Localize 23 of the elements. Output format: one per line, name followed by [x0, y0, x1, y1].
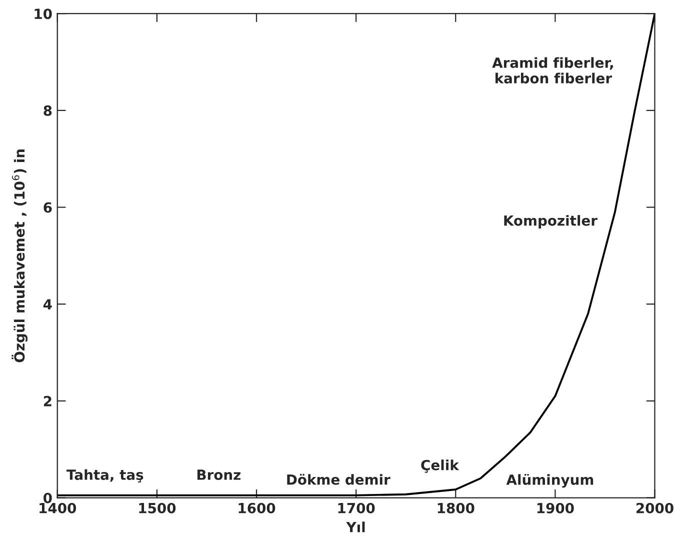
y-tick-label: 4 — [43, 299, 52, 310]
x-axis-title: Yıl — [346, 522, 365, 532]
annotation: Aramid fiberler, karbon fiberler — [492, 57, 613, 84]
y-tick-label: 0 — [44, 492, 52, 504]
annotation: Dökme demir — [287, 474, 390, 485]
x-tick-label: 1700 — [338, 502, 375, 514]
y-tick-label: 2 — [44, 396, 52, 406]
x-tick-label: 1500 — [139, 502, 176, 514]
x-tick-label: 1600 — [238, 502, 276, 514]
y-tick-label: 8 — [44, 105, 52, 116]
x-tick-label: 2000 — [636, 502, 674, 514]
y-tick-label: 10 — [34, 8, 52, 20]
line-series — [57, 14, 655, 496]
y-tick-label: 6 — [44, 202, 52, 213]
annotation: Çelik — [421, 460, 460, 473]
y-axis-title: Özgül mukavemet , (10$^{6}$) in — [12, 150, 28, 362]
annotation: Kompozitler — [504, 215, 598, 229]
x-tick-label: 1400 — [40, 502, 76, 514]
annotation: Bronz — [197, 470, 240, 480]
annotation: Tahta, taş — [66, 469, 144, 483]
annotation: Alüminyum — [506, 474, 594, 488]
x-tick-label: 1800 — [438, 502, 474, 514]
x-tick-label: 1900 — [537, 502, 574, 514]
